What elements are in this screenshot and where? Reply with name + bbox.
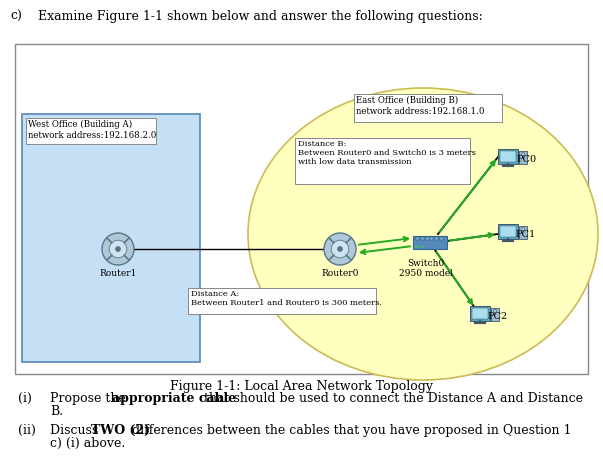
Text: Router1: Router1 — [99, 269, 137, 278]
Text: Discuss: Discuss — [50, 424, 103, 437]
FancyBboxPatch shape — [472, 308, 488, 319]
FancyBboxPatch shape — [26, 118, 156, 144]
Text: appropriate cable: appropriate cable — [112, 392, 236, 405]
Text: (i): (i) — [18, 392, 32, 405]
FancyBboxPatch shape — [188, 288, 376, 314]
Circle shape — [337, 246, 343, 252]
Text: East Office (Building B)
network address:192.168.1.0: East Office (Building B) network address… — [356, 96, 484, 116]
Text: West Office (Building A)
network address:192.168.2.0: West Office (Building A) network address… — [28, 120, 156, 140]
Circle shape — [522, 227, 525, 231]
Ellipse shape — [248, 88, 598, 380]
FancyBboxPatch shape — [431, 237, 434, 239]
Text: Switch0
2950 model: Switch0 2950 model — [399, 259, 453, 279]
Text: Propose the: Propose the — [50, 392, 130, 405]
FancyBboxPatch shape — [22, 114, 200, 362]
Text: c): c) — [10, 10, 22, 23]
FancyBboxPatch shape — [498, 224, 518, 239]
FancyBboxPatch shape — [440, 237, 443, 239]
Circle shape — [324, 233, 356, 265]
Text: Figure 1-1: Local Area Network Topology: Figure 1-1: Local Area Network Topology — [169, 380, 432, 393]
FancyBboxPatch shape — [295, 138, 470, 184]
Text: PC2: PC2 — [488, 312, 508, 321]
Circle shape — [415, 245, 417, 248]
Text: (ii): (ii) — [18, 424, 36, 437]
Text: that should be used to connect the Distance A and Distance: that should be used to connect the Dista… — [200, 392, 583, 405]
FancyBboxPatch shape — [498, 149, 518, 164]
Circle shape — [422, 245, 424, 248]
Text: Router0: Router0 — [321, 269, 359, 278]
Text: TWO (2): TWO (2) — [92, 424, 151, 437]
Circle shape — [115, 246, 121, 252]
FancyBboxPatch shape — [354, 94, 502, 122]
Text: Examine Figure 1-1 shown below and answer the following questions:: Examine Figure 1-1 shown below and answe… — [38, 10, 483, 23]
Text: B.: B. — [50, 405, 63, 418]
Text: c) (i) above.: c) (i) above. — [50, 437, 125, 450]
Circle shape — [331, 240, 349, 258]
Circle shape — [522, 152, 525, 156]
Text: Distance B:
Between Router0 and Switch0 is 3 meters
with low data transmission: Distance B: Between Router0 and Switch0 … — [298, 140, 476, 166]
FancyBboxPatch shape — [491, 308, 499, 321]
FancyBboxPatch shape — [500, 226, 516, 237]
Circle shape — [493, 310, 496, 312]
FancyBboxPatch shape — [470, 306, 490, 321]
Circle shape — [109, 240, 127, 258]
Text: PC1: PC1 — [516, 230, 536, 239]
Circle shape — [102, 233, 134, 265]
FancyBboxPatch shape — [413, 236, 447, 249]
FancyBboxPatch shape — [519, 226, 527, 239]
Circle shape — [418, 245, 420, 248]
FancyBboxPatch shape — [15, 44, 588, 374]
FancyBboxPatch shape — [435, 237, 438, 239]
FancyBboxPatch shape — [500, 151, 516, 162]
FancyBboxPatch shape — [416, 237, 419, 239]
FancyBboxPatch shape — [519, 151, 527, 164]
FancyBboxPatch shape — [426, 237, 429, 239]
Text: PC0: PC0 — [516, 155, 536, 164]
FancyBboxPatch shape — [421, 237, 424, 239]
Text: Distance A:
Between Router1 and Router0 is 300 meters.: Distance A: Between Router1 and Router0 … — [191, 290, 382, 307]
Text: differences between the cables that you have proposed in Question 1: differences between the cables that you … — [128, 424, 571, 437]
